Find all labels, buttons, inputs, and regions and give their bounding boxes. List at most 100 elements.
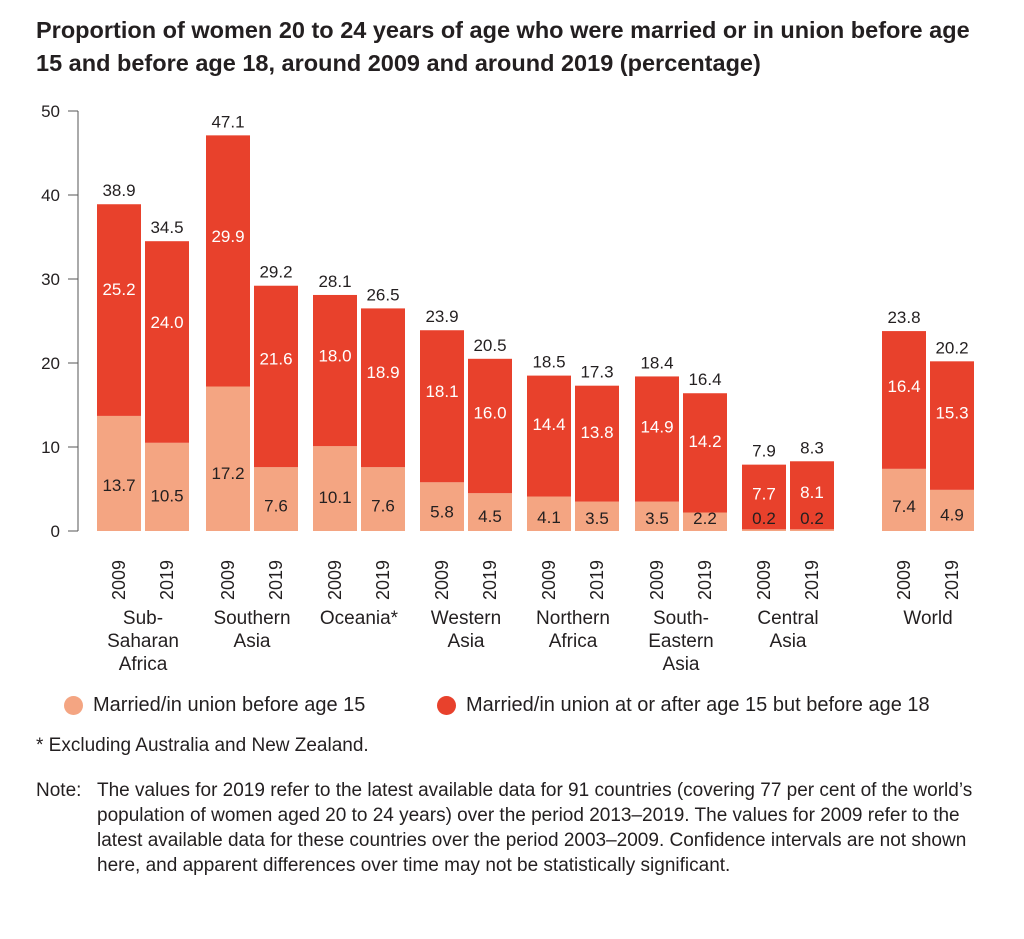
bar-before15	[575, 501, 619, 531]
x-group-label: Southern	[213, 608, 290, 629]
bar-before15-label: 0.2	[800, 509, 824, 528]
x-year-label: 2019	[587, 560, 607, 600]
bar-before15	[683, 512, 727, 531]
y-tick-label-10: 10	[41, 438, 60, 457]
bar-before15-label: 13.7	[102, 476, 135, 495]
legend-swatch-before15-icon	[64, 696, 83, 715]
bar-before15	[527, 496, 571, 531]
bar-total-label: 38.9	[102, 181, 135, 200]
y-tick-label-40: 40	[41, 186, 60, 205]
note: Note: The values for 2019 refer to the l…	[36, 778, 986, 878]
bar-after15	[361, 308, 405, 468]
bar-before15-label: 17.2	[211, 464, 244, 483]
bar-before15-label: 4.9	[940, 506, 964, 525]
x-year-label: 2009	[647, 560, 667, 600]
note-text: The values for 2019 refer to the latest …	[97, 780, 973, 876]
bar-total-label: 28.1	[318, 272, 351, 291]
x-year-label: 2009	[432, 560, 452, 600]
bar-before15	[361, 467, 405, 531]
footnote: * Excluding Australia and New Zealand.	[36, 735, 369, 756]
x-group-label: Central	[757, 608, 818, 629]
bar-after15-label: 24.0	[150, 313, 183, 332]
bar-before15	[420, 482, 464, 531]
bar-total-label: 16.4	[688, 370, 721, 389]
bar-after15	[527, 375, 571, 497]
bar-after15	[635, 376, 679, 502]
x-group-label: Asia	[663, 654, 700, 675]
x-year-label: 2019	[802, 560, 822, 600]
bar-total-label: 20.5	[473, 336, 506, 355]
bar-before15	[882, 468, 926, 531]
bar-after15-label: 18.9	[366, 363, 399, 382]
legend-item-before15: Married/in union before age 15	[64, 694, 365, 717]
x-year-label: 2019	[695, 560, 715, 600]
x-year-label: 2009	[109, 560, 129, 600]
x-group-label: Africa	[549, 631, 598, 652]
bar-after15	[420, 330, 464, 483]
legend-label-before15: Married/in union before age 15	[93, 694, 366, 716]
x-group-label: Northern	[536, 608, 610, 629]
bar-before15-label: 7.6	[264, 496, 288, 515]
bar-total-label: 23.9	[425, 307, 458, 326]
x-year-label: 2009	[325, 560, 345, 600]
x-group-label: Asia	[448, 631, 485, 652]
bar-after15	[930, 361, 974, 490]
bar-total-label: 20.2	[935, 338, 968, 357]
bar-total-label: 18.5	[532, 353, 565, 372]
bar-before15-label: 7.4	[892, 497, 916, 516]
bar-before15-label: 7.6	[371, 496, 395, 515]
y-tick-label-20: 20	[41, 354, 60, 373]
bar-total-label: 8.3	[800, 438, 824, 457]
bar-after15	[683, 393, 727, 513]
bar-after15-label: 16.0	[473, 404, 506, 423]
x-year-label: 2019	[157, 560, 177, 600]
bar-total-label: 18.4	[640, 353, 673, 372]
x-group-label: Eastern	[648, 631, 713, 652]
x-year-label: 2019	[480, 560, 500, 600]
bar-before15-label: 10.1	[318, 488, 351, 507]
bar-before15-label: 5.8	[430, 503, 454, 522]
x-year-label: 2019	[373, 560, 393, 600]
bar-after15-label: 7.7	[752, 485, 776, 504]
bar-before15	[468, 493, 512, 531]
bar-before15	[97, 415, 141, 531]
x-year-label: 2019	[942, 560, 962, 600]
bar-total-label: 7.9	[752, 442, 776, 461]
bar-after15-label: 14.2	[688, 432, 721, 451]
bar-after15	[575, 385, 619, 502]
x-year-label: 2009	[539, 560, 559, 600]
note-label: Note:	[36, 780, 82, 801]
bar-before15-label: 10.5	[150, 487, 183, 506]
x-group-label: Africa	[119, 654, 168, 675]
x-year-label: 2009	[754, 560, 774, 600]
bar-before15-label: 0.2	[752, 509, 776, 528]
y-tick-label-30: 30	[41, 270, 60, 289]
bar-after15-label: 21.6	[259, 349, 292, 368]
bar-total-label: 23.8	[887, 308, 920, 327]
bar-total-label: 34.5	[150, 218, 183, 237]
bar-after15-label: 14.4	[532, 415, 565, 434]
bar-before15-label: 4.5	[478, 507, 502, 526]
bar-after15	[742, 464, 786, 530]
bar-after15-label: 18.0	[318, 346, 351, 365]
x-group-label: Sub-	[123, 608, 163, 629]
x-group-label: Western	[431, 608, 501, 629]
bar-total-label: 26.5	[366, 285, 399, 304]
bar-after15	[97, 204, 141, 416]
legend-label-before18: Married/in union at or after age 15 but …	[466, 694, 930, 716]
bar-after15	[882, 331, 926, 469]
bar-before15-label: 2.2	[693, 509, 717, 528]
bar-before15-label: 4.1	[537, 508, 561, 527]
bar-before15	[790, 529, 834, 531]
x-group-label: Saharan	[107, 631, 179, 652]
bar-after15-label: 25.2	[102, 280, 135, 299]
y-tick-label-0: 0	[51, 522, 60, 541]
bar-chart: 0 10 20 30 40 50 38.9 25.2 13.7 2009 34.5 24.0 10.5 2…	[41, 102, 974, 675]
y-tick-label-50: 50	[41, 102, 60, 121]
bar-before15-label: 3.5	[585, 509, 609, 528]
x-group-label: Asia	[234, 631, 271, 652]
bar-after15	[254, 285, 298, 468]
x-group-label: South-	[653, 608, 709, 629]
bar-before15	[206, 386, 250, 531]
bar-total-label: 47.1	[211, 112, 244, 131]
